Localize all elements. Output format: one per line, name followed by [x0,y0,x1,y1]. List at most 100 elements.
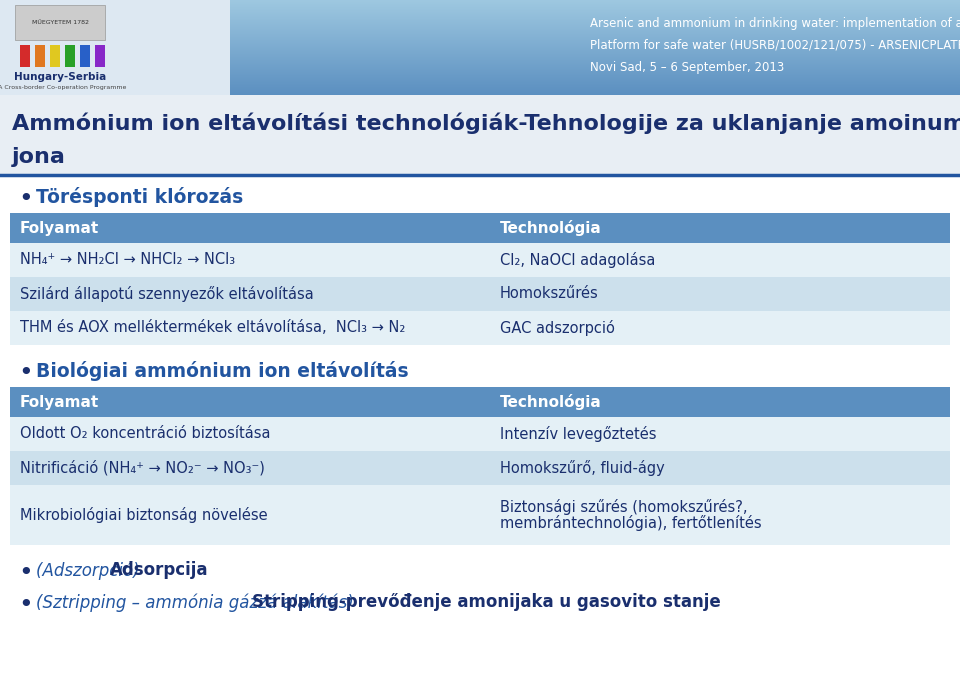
Bar [230,75,960,76]
Bar [230,61,960,62]
Text: Adsorpcija: Adsorpcija [110,561,209,579]
Bar [230,87,960,88]
Bar [95,45,105,67]
Bar [230,20,960,21]
Bar [490,277,950,311]
Bar [230,27,960,28]
Bar [230,76,960,77]
Bar [230,83,960,84]
Text: Intenzív levegőztetés: Intenzív levegőztetés [500,426,657,442]
Bar [230,38,960,39]
Bar [230,32,960,33]
Bar [230,42,960,43]
Bar [230,24,960,25]
Bar [230,0,960,1]
Text: membrántechnológia), fertőtlenítés: membrántechnológia), fertőtlenítés [500,515,761,531]
Text: Cl₂, NaOCl adagolása: Cl₂, NaOCl adagolása [500,252,656,268]
Bar [230,50,960,51]
Bar [490,417,950,451]
Bar [10,277,490,311]
Bar [230,6,960,7]
Bar [230,40,960,41]
Bar [230,36,960,37]
Text: •: • [18,187,33,211]
Bar [490,243,950,277]
Bar [230,54,960,55]
Bar [230,56,960,57]
Text: Folyamat: Folyamat [20,220,99,236]
Bar [230,30,960,31]
Bar [230,70,960,71]
Bar [10,243,490,277]
Bar [230,25,960,26]
Text: Mikrobiológiai biztonság növelése: Mikrobiológiai biztonság növelése [20,507,268,523]
Bar [490,451,950,485]
Bar [230,62,960,63]
Text: Hungary-Serbia: Hungary-Serbia [13,72,107,82]
Text: •: • [18,361,33,385]
Bar [230,35,960,36]
Bar [490,311,950,345]
Text: THM és AOX melléktermékek eltávolítása,  NCl₃ → N₂: THM és AOX melléktermékek eltávolítása, … [20,320,405,336]
Text: Novi Sad, 5 – 6 September, 2013: Novi Sad, 5 – 6 September, 2013 [590,60,784,74]
Bar [230,80,960,81]
Bar [50,45,60,67]
Bar [0,177,960,695]
Bar [230,66,960,67]
Bar [230,10,960,11]
Text: (Adszorpció): (Adszorpció) [36,561,145,580]
Bar [35,45,45,67]
Bar [230,29,960,30]
Bar [0,0,230,95]
Bar [230,4,960,5]
Bar [230,82,960,83]
Text: Oldott O₂ koncentráció biztosítása: Oldott O₂ koncentráció biztosítása [20,427,271,441]
Bar [230,59,960,60]
Bar [230,90,960,91]
Bar [230,60,960,61]
Bar [230,93,960,94]
Bar [230,39,960,40]
Bar [230,78,960,79]
Bar [230,18,960,19]
Bar [230,3,960,4]
Bar [20,45,30,67]
Text: Platform for safe water (HUSRB/1002/121/075) - ARSENICPLATFORM: Platform for safe water (HUSRB/1002/121/… [590,38,960,51]
Bar [230,43,960,44]
Text: •: • [18,593,33,617]
Bar [230,13,960,14]
Text: Arsenic and ammonium in drinking water: implementation of a cross-border: Arsenic and ammonium in drinking water: … [590,17,960,29]
Bar [230,21,960,22]
Bar [10,213,950,243]
Bar [230,47,960,48]
Bar [230,14,960,15]
Bar [230,63,960,64]
Text: MŰEGYETEM 1782: MŰEGYETEM 1782 [32,20,88,26]
Bar [230,11,960,12]
Bar [230,71,960,72]
Text: GAC adszorpció: GAC adszorpció [500,320,614,336]
Text: Ammónium ion eltávolítási technológiák-Tehnologije za uklanjanje amoinum: Ammónium ion eltávolítási technológiák-T… [12,113,960,135]
Bar [230,45,960,46]
Bar [230,89,960,90]
Bar [230,64,960,65]
Bar [10,451,490,485]
Bar [490,485,950,545]
Bar [230,68,960,69]
Bar [65,45,75,67]
Bar [230,41,960,42]
Text: Nitrificáció (NH₄⁺ → NO₂⁻ → NO₃⁻): Nitrificáció (NH₄⁺ → NO₂⁻ → NO₃⁻) [20,460,265,476]
Bar [230,34,960,35]
Text: Szilárd állapotú szennyezők eltávolítása: Szilárd állapotú szennyezők eltávolítása [20,286,314,302]
Bar [230,86,960,87]
Bar [80,45,90,67]
Bar [10,311,490,345]
Text: Biztonsági szűrés (homokszűrés?,: Biztonsági szűrés (homokszűrés?, [500,499,748,515]
Bar [230,17,960,18]
Text: (Sztripping – ammónia gázzá alakítás): (Sztripping – ammónia gázzá alakítás) [36,593,359,612]
Text: Törésponti klórozás: Törésponti klórozás [36,187,243,207]
Bar [230,91,960,92]
Text: IPA Cross-border Co-operation Programme: IPA Cross-border Co-operation Programme [0,85,127,90]
Bar [10,417,490,451]
Bar [230,67,960,68]
